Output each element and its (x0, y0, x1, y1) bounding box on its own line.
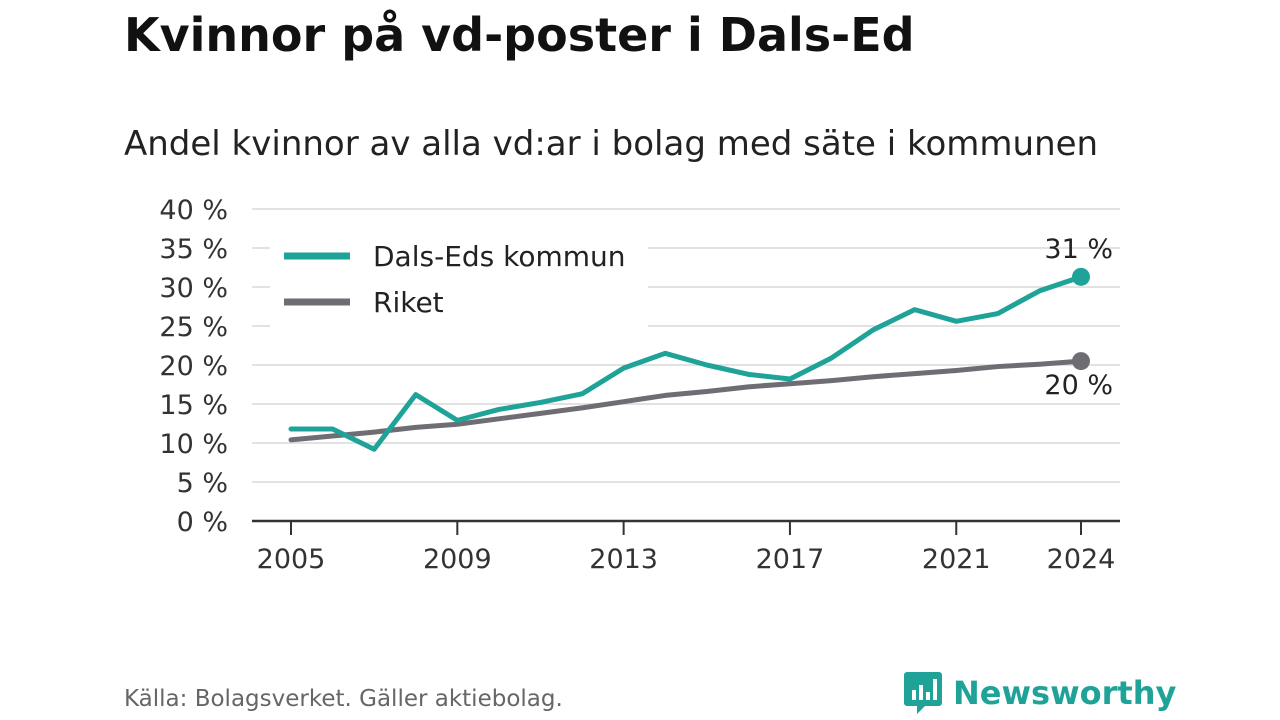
y-tick-label: 25 % (159, 312, 228, 343)
series-line-riket (288, 358, 1084, 443)
series-lines: 20 % 31 % (288, 234, 1113, 452)
x-tick-label: 2024 (1047, 544, 1116, 575)
y-tick-label: 0 % (177, 507, 228, 538)
legend-label: Riket (373, 286, 444, 319)
y-tick-label: 40 % (159, 195, 228, 226)
source-note: Källa: Bolagsverket. Gäller aktiebolag. (124, 686, 563, 712)
series-end-label: 20 % (1044, 370, 1113, 401)
brand-name: Newsworthy (953, 674, 1177, 712)
series-end-point (1072, 267, 1090, 286)
x-tick-label: 2013 (589, 544, 658, 575)
series-line-dals-ed (288, 274, 1084, 452)
y-tick-label: 10 % (159, 429, 228, 460)
chart-title: Kvinnor på vd-poster i Dals-Ed (124, 8, 915, 62)
x-tick-label: 2017 (756, 544, 825, 575)
legend-label: Dals-Eds kommun (373, 240, 626, 273)
series-end-point (1072, 352, 1090, 371)
legend-background (270, 228, 648, 328)
y-tick-label: 35 % (159, 234, 228, 265)
y-tick-label: 15 % (159, 390, 228, 421)
chart-subtitle: Andel kvinnor av alla vd:ar i bolag med … (124, 124, 1099, 164)
x-tick-label: 2021 (922, 544, 991, 575)
y-tick-label: 5 % (177, 468, 228, 499)
brand-logo: Newsworthy (903, 670, 1176, 716)
x-axis-tick-labels: 2005 2009 2013 2017 2021 2024 (257, 544, 1116, 575)
series-end-label: 31 % (1044, 234, 1113, 265)
x-tick-label: 2009 (423, 544, 492, 575)
x-tick-label: 2005 (257, 544, 326, 575)
y-tick-label: 30 % (159, 273, 228, 304)
y-axis-tick-labels: 0 % 5 % 10 % 15 % 20 % 25 % 30 % 35 % 40 % (159, 195, 228, 538)
x-axis (252, 519, 1120, 535)
y-tick-label: 20 % (159, 351, 228, 382)
newsworthy-logo-icon (904, 672, 942, 714)
legend: Dals-Eds kommun Riket (270, 228, 648, 328)
